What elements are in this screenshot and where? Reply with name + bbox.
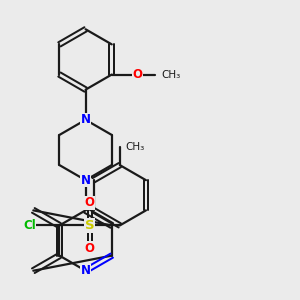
- Text: Cl: Cl: [23, 219, 36, 232]
- Text: N: N: [81, 264, 91, 277]
- Text: CH₃: CH₃: [126, 142, 145, 152]
- Text: O: O: [85, 242, 94, 255]
- Text: CH₃: CH₃: [161, 70, 181, 80]
- Text: O: O: [85, 196, 94, 209]
- Text: O: O: [132, 68, 142, 81]
- Text: N: N: [81, 113, 91, 126]
- Text: N: N: [81, 174, 91, 187]
- Text: S: S: [85, 219, 94, 232]
